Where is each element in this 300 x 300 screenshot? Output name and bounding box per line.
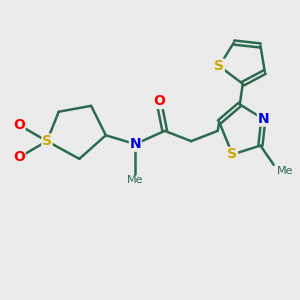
Text: O: O	[13, 118, 25, 132]
Text: N: N	[130, 137, 141, 151]
Text: S: S	[214, 59, 224, 73]
Text: Me: Me	[127, 175, 143, 185]
Text: Me: Me	[277, 166, 293, 176]
Text: O: O	[153, 94, 165, 108]
Text: N: N	[257, 112, 269, 126]
Text: S: S	[227, 147, 237, 161]
Text: S: S	[42, 134, 52, 148]
Text: O: O	[13, 150, 25, 164]
